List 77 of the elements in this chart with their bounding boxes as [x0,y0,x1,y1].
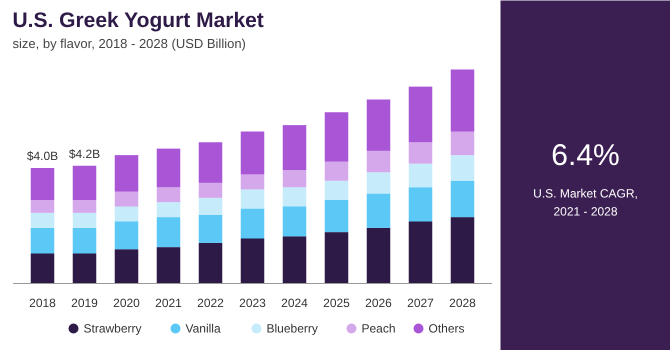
x-tick-label: 2021 [155,296,182,310]
bar [408,86,432,142]
bar [72,200,96,213]
bar [366,228,390,284]
chart-subtitle: size, by flavor, 2018 - 2028 (USD Billion) [12,36,246,51]
annotation: $4.0B [26,148,58,163]
bar [408,142,432,164]
legend-label: Vanilla [186,322,221,336]
x-tick-label: 2018 [29,296,56,310]
x-tick-label: 2028 [449,296,476,310]
bar [30,254,54,284]
bar [30,168,54,200]
legend-label: Blueberry [266,322,318,336]
bar [114,249,138,284]
bar [366,99,390,151]
bar [324,200,348,232]
text: U.S. Market CAGR, 2021 - 2028 [533,186,638,219]
bar [156,247,180,284]
bar [324,180,348,200]
x-tick-label: 2026 [365,296,392,310]
text: 6.4% [551,139,620,172]
bar [156,187,180,202]
bar [450,217,474,284]
x-tick-label: 2022 [197,296,224,310]
bar [240,174,264,190]
bar [282,206,306,236]
bar [450,155,474,181]
x-tick-label: 2024 [281,296,308,310]
chart-title: U.S. Greek Yogurt Market [12,9,264,32]
annotation: $4.2B [68,146,100,161]
bar [198,198,222,216]
bar [324,232,348,284]
bar [240,189,264,209]
bar [366,150,390,172]
legend-label: Strawberry [84,322,142,336]
bar [72,228,96,254]
bar [72,254,96,284]
bar [114,155,138,192]
bar [198,215,222,243]
bar [72,212,96,228]
bar [408,187,432,222]
bar [450,70,474,132]
bar [324,112,348,162]
bar [240,238,264,284]
bar [324,162,348,181]
bar [156,148,180,188]
bar [114,206,138,222]
bar [198,142,222,183]
legend-label: Peach [362,322,396,336]
bar [450,132,474,156]
bar [114,221,138,250]
bar [282,187,306,206]
bar [282,125,306,170]
bar [198,182,222,198]
x-tick-label: 2027 [407,296,434,310]
x-tick-label: 2023 [239,296,266,310]
bar [240,208,264,239]
bar [408,164,432,188]
x-tick-label: 2019 [71,296,98,310]
bar [408,221,432,284]
bar [30,200,54,213]
x-tick-label: 2020 [113,296,140,310]
bar [282,170,306,188]
bar [450,180,474,218]
bar [156,217,180,248]
bar [30,212,54,228]
bar [114,191,138,206]
legend-label: Others [428,322,465,336]
bar [240,132,264,174]
bar [72,166,96,200]
bar [156,202,180,218]
bar [366,172,390,194]
bar [282,236,306,284]
bar [366,194,390,228]
bar [30,228,54,254]
x-tick-label: 2025 [323,296,350,310]
bar [198,242,222,284]
